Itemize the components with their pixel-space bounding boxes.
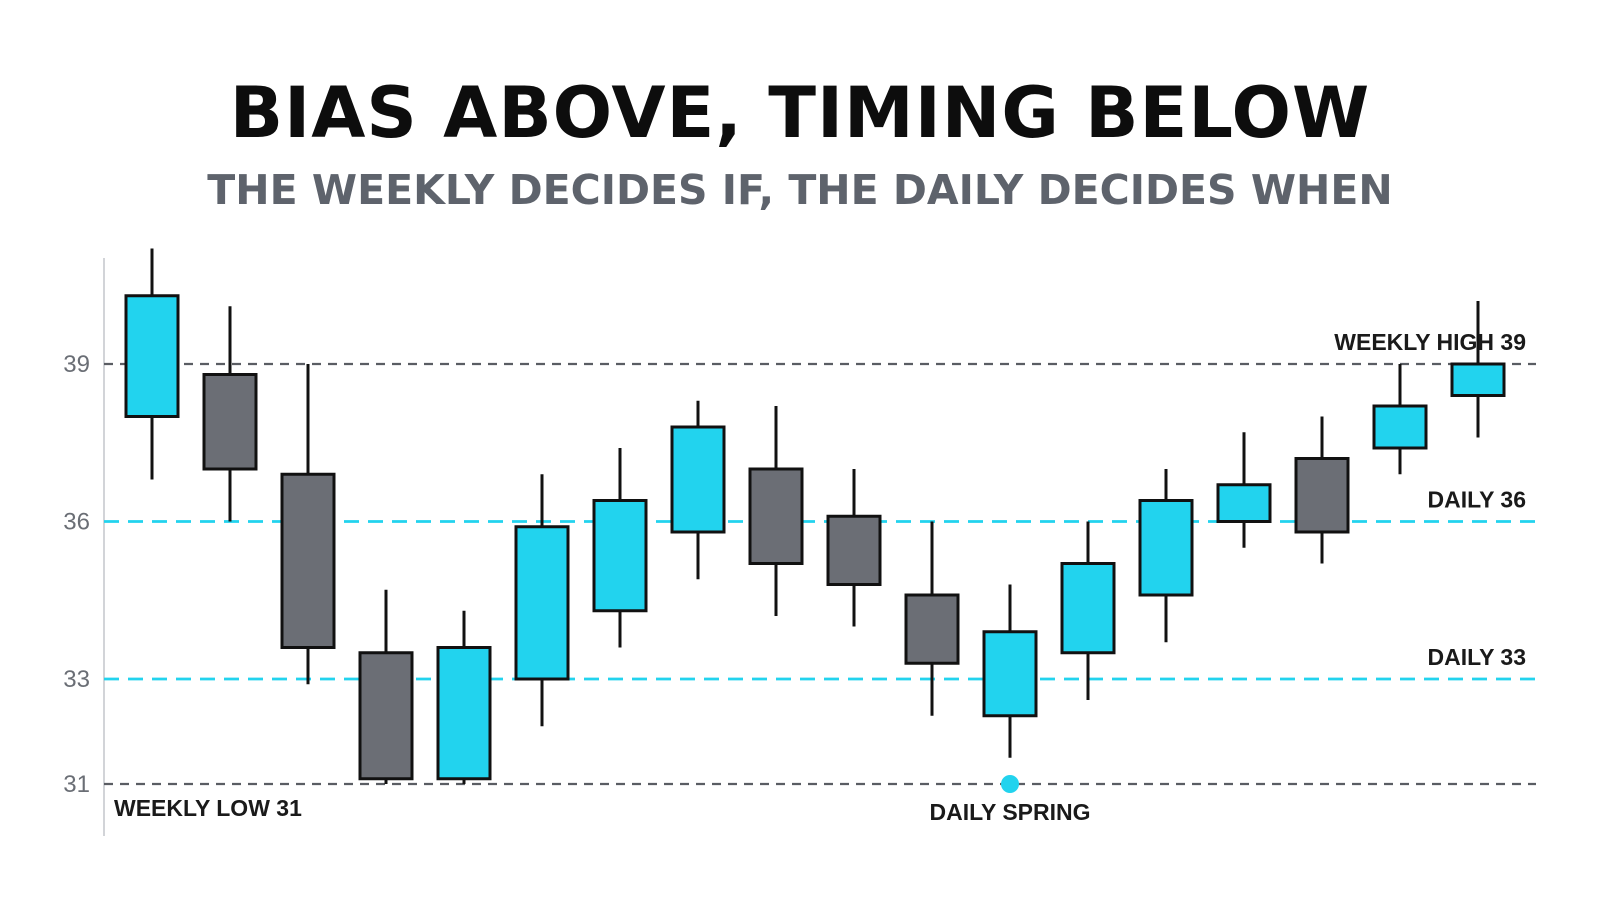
level-label-31: WEEKLY LOW 31 xyxy=(114,795,302,821)
y-tick-label: 33 xyxy=(63,666,90,693)
bullish-candle xyxy=(124,294,180,418)
bearish-candle xyxy=(358,651,414,781)
bullish-candle xyxy=(436,646,492,781)
bearish-candle xyxy=(1294,457,1350,534)
spring-marker-dot xyxy=(1001,775,1019,793)
y-tick-label: 36 xyxy=(63,509,90,536)
bullish-candle xyxy=(514,525,570,681)
bullish-candle xyxy=(982,630,1038,718)
bullish-candle xyxy=(1060,562,1116,655)
bullish-candle xyxy=(1138,499,1194,597)
chart-title: BIAS ABOVE, TIMING BELOW xyxy=(229,72,1371,154)
bullish-candle xyxy=(592,499,648,613)
bearish-candle xyxy=(904,593,960,665)
y-tick-label: 39 xyxy=(63,351,90,378)
chart-subtitle: THE WEEKLY DECIDES IF, THE DAILY DECIDES… xyxy=(207,166,1393,214)
bearish-candle xyxy=(826,514,882,586)
level-label-39: WEEKLY HIGH 39 xyxy=(1334,329,1526,355)
level-label-33: DAILY 33 xyxy=(1428,644,1526,670)
bullish-candle xyxy=(1372,404,1428,450)
level-label-36: DAILY 36 xyxy=(1428,487,1526,513)
bullish-candle xyxy=(670,425,726,534)
spring-marker-label: DAILY SPRING xyxy=(929,799,1090,825)
bearish-candle xyxy=(202,373,258,471)
bullish-candle xyxy=(1450,362,1506,397)
y-tick-label: 31 xyxy=(63,771,90,798)
bullish-candle xyxy=(1216,483,1272,523)
bearish-candle xyxy=(280,472,336,649)
bearish-candle xyxy=(748,467,804,565)
